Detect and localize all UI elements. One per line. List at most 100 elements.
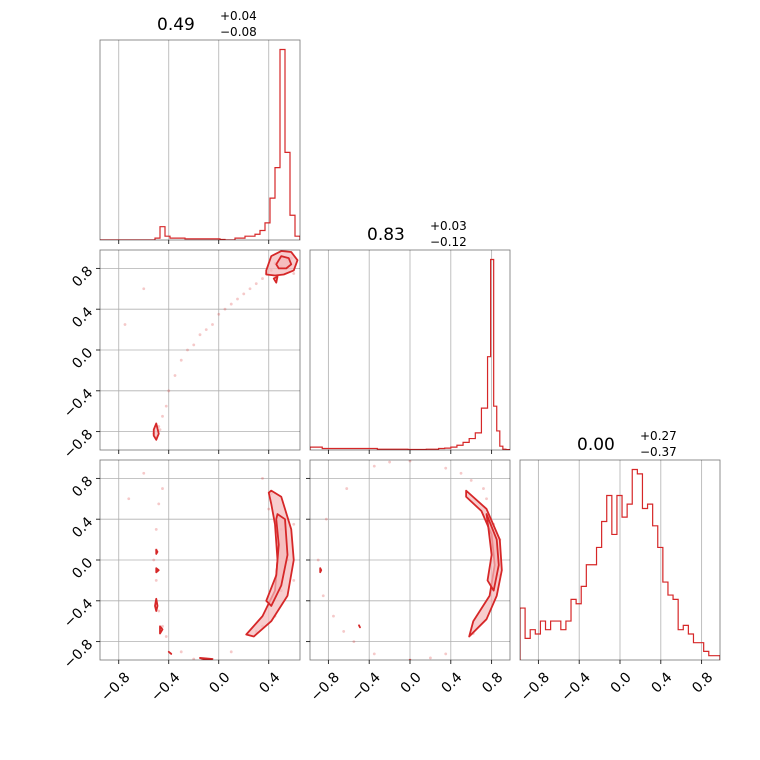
scatter-3-2-contour-3 [358, 624, 361, 629]
scatter-2-1-point-27 [142, 287, 146, 291]
hist-3-marks [520, 468, 720, 660]
scatter-2-1-ytick-label-2: 0.0 [69, 345, 96, 372]
scatter-3-2-xtick-label-0: −0.8 [308, 669, 343, 704]
scatter-3-2-contour-1 [485, 513, 500, 592]
scatter-3-2-xtick-label-2: 0.0 [398, 669, 425, 696]
hist-1-panel: 0.49 +0.04 −0.08 [99, 9, 301, 244]
scatter-3-2-point-12 [372, 652, 376, 656]
hist-2-title-median: 0.83 [367, 225, 405, 245]
scatter-2-1-point-11 [179, 358, 183, 362]
hist-3-xtick-label-0: −0.8 [518, 669, 553, 704]
scatter-3-1-point-11 [154, 579, 158, 582]
scatter-3-2-point-10 [321, 594, 325, 598]
scatter-2-1-point-14 [164, 404, 168, 408]
scatter-2-1-point-24 [198, 333, 202, 337]
axes-layer: 0.49 +0.04−0.080.83 +0.03−0.12−0.8 −0.4 0.0 0… [61, 9, 721, 705]
scatter-3-1-contour-5 [159, 625, 164, 635]
scatter-3-1-contour-1 [265, 513, 289, 607]
scatter-2-1-point-8 [217, 312, 221, 316]
scatter-3-1-point-15 [161, 487, 164, 490]
scatter-3-1-ytick-label-0: −0.8 [61, 637, 96, 672]
scatter-3-1-point-21 [161, 624, 164, 628]
hist-3-title-plus: +0.27 [640, 429, 677, 443]
hist-1-frame [99, 39, 301, 241]
scatter-2-1-marks [123, 250, 299, 441]
scatter-3-1-point-13 [154, 527, 158, 531]
scatter-2-1-point-28 [123, 323, 127, 326]
scatter-3-1-contour-3 [155, 548, 159, 555]
scatter-3-1-point-9 [164, 635, 168, 638]
hist-1-title-minus: −0.08 [220, 25, 257, 39]
scatter-2-1-point-21 [248, 287, 252, 291]
hist-3-title-median: 0.00 [577, 435, 615, 455]
scatter-2-1-contour-3 [152, 422, 160, 441]
scatter-3-2-point-4 [444, 466, 448, 470]
scatter-3-2-point-3 [469, 479, 473, 482]
scatter-3-1-point-8 [179, 650, 183, 654]
scatter-3-1-point-6 [229, 650, 233, 654]
scatter-3-1-point-24 [127, 497, 131, 501]
scatter-3-2-contour-2 [319, 567, 323, 574]
hist-3-title-minus: −0.37 [640, 445, 677, 459]
scatter-3-1-point-18 [292, 579, 296, 582]
hist-3-title: 0.00 [577, 435, 615, 455]
hist-3-xtick-label-4: 0.8 [689, 669, 716, 696]
hist-1-marks [100, 48, 300, 240]
scatter-2-1-point-22 [211, 323, 214, 326]
scatter-3-1-xtick-label-0: −0.8 [98, 669, 133, 704]
hist-3-panel: −0.8 −0.4 0.0 0.4 0.8 0.00 +0.27 −0.37 [518, 429, 721, 705]
scatter-3-2-point-20 [332, 614, 335, 618]
hist-2-marks [310, 258, 510, 450]
scatter-3-1-xtick-label-1: −0.4 [148, 669, 183, 704]
scatter-2-1-point-15 [161, 414, 164, 418]
scatter-2-1-point-6 [242, 292, 246, 296]
scatter-3-1-ytick-label-1: −0.4 [61, 596, 96, 631]
scatter-3-2-point-2 [485, 497, 488, 501]
scatter-2-1-point-25 [261, 277, 264, 280]
scatter-3-2-marks [316, 460, 503, 660]
scatter-3-1-panel: −0.8 −0.4 0.0 0.4 −0.8 −0.4 0.0 0.4 0.8 [61, 459, 301, 705]
scatter-3-1-contour-4 [154, 597, 159, 612]
scatter-2-1-panel: −0.8 −0.4 0.0 0.4 0.8 [61, 249, 301, 462]
hist-1-step-line [100, 48, 300, 240]
scatter-2-1-ytick-label-0: −0.8 [61, 427, 96, 462]
scatter-2-1-point-23 [186, 348, 189, 352]
scatter-3-2-point-14 [444, 652, 448, 656]
scatter-3-1-xtick-label-2: 0.0 [206, 669, 233, 696]
scatter-3-2-point-9 [316, 558, 320, 562]
scatter-3-2-xtick-label-4: 0.8 [479, 669, 506, 696]
scatter-3-1-point-22 [152, 558, 156, 562]
scatter-3-1-point-0 [267, 507, 271, 511]
hist-2-title-minus: −0.12 [430, 235, 467, 249]
scatter-2-1-point-5 [254, 282, 258, 286]
scatter-3-1-contour-7 [199, 657, 214, 660]
scatter-2-1-point-13 [167, 389, 171, 393]
hist-3-step-line [520, 468, 720, 660]
scatter-3-2-point-5 [408, 460, 412, 463]
scatter-3-1-point-17 [292, 522, 296, 526]
hist-2-title-plus: +0.03 [430, 219, 467, 233]
scatter-2-1-point-20 [236, 297, 239, 301]
scatter-3-1-ytick-label-3: 0.4 [69, 514, 96, 541]
scatter-3-2-panel: −0.8 −0.4 0.0 0.4 0.8 [306, 459, 511, 705]
scatter-3-2-point-19 [352, 640, 356, 644]
scatter-3-1-point-10 [157, 609, 161, 613]
scatter-3-2-point-8 [324, 517, 328, 521]
scatter-2-1-contour-2 [272, 275, 279, 284]
scatter-3-2-point-11 [342, 630, 346, 633]
scatter-2-1-point-10 [192, 343, 196, 347]
hist-3-xtick-label-3: 0.4 [648, 669, 675, 696]
scatter-3-2-xtick-label-3: 0.4 [438, 669, 465, 696]
scatter-2-1-point-19 [158, 428, 162, 431]
scatter-2-1-ytick-label-4: 0.8 [69, 263, 96, 290]
scatter-3-2-contour-0 [465, 489, 503, 638]
scatter-2-1-point-26 [223, 307, 227, 311]
scatter-2-1-ytick-label-3: 0.4 [69, 304, 96, 331]
hist-1-title-median: 0.49 [157, 15, 195, 35]
scatter-3-1-contour-6 [167, 650, 173, 655]
scatter-3-1-marks [127, 471, 296, 660]
scatter-2-1-point-7 [229, 302, 233, 306]
hist-1-title-plus: +0.04 [220, 9, 257, 23]
scatter-3-1-contour-2 [155, 567, 160, 574]
scatter-2-1-point-29 [292, 272, 296, 275]
